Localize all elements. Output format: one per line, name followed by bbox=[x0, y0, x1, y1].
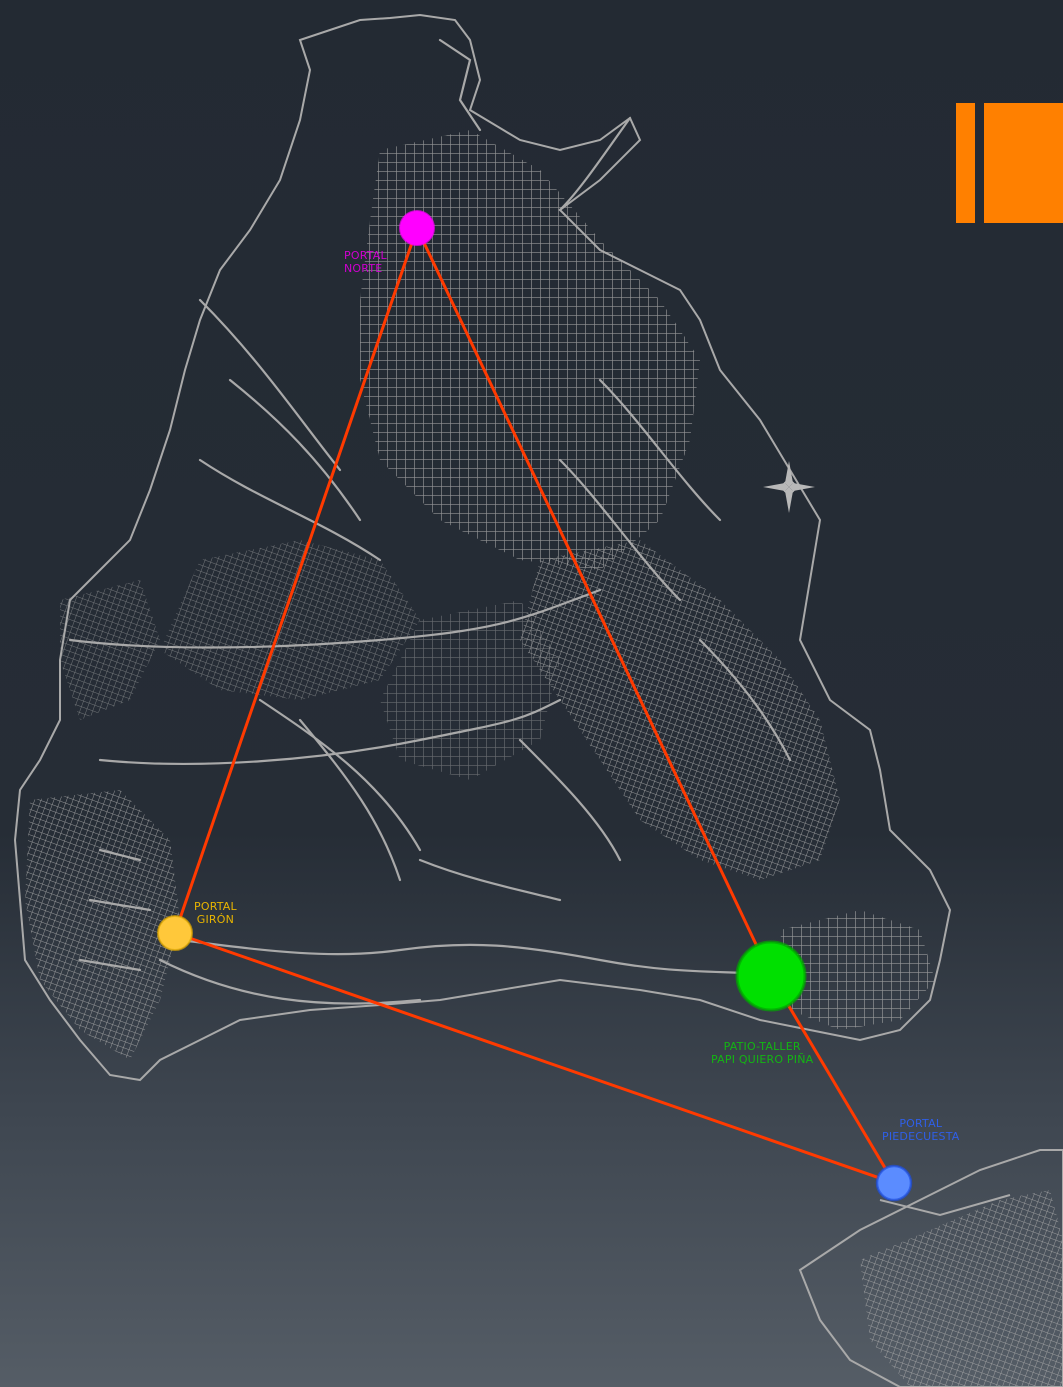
route-patio-piedecuesta bbox=[769, 975, 896, 1184]
route-norte-giron bbox=[173, 227, 419, 934]
roads bbox=[68, 38, 792, 1005]
street-grid bbox=[25, 130, 935, 1060]
station-label-giron: PORTAL GIRÓN bbox=[194, 900, 237, 926]
station-marker-piedecuesta[interactable] bbox=[875, 1164, 913, 1202]
station-label-norte: PORTAL NORTE bbox=[344, 249, 387, 275]
route-lines bbox=[173, 227, 896, 1185]
station-markers bbox=[157, 210, 913, 1202]
station-label-giron-line1: PORTAL bbox=[194, 900, 237, 913]
route-norte-patio bbox=[415, 227, 773, 977]
station-label-giron-line2: GIRÓN bbox=[196, 913, 235, 926]
station-label-patio-line2: PAPI QUIERO PIÑA bbox=[711, 1053, 814, 1066]
urban-area bbox=[13, 13, 952, 1082]
compass-rose-icon bbox=[763, 461, 815, 513]
station-marker-patio[interactable] bbox=[735, 940, 807, 1012]
station-label-patio: PATIO-TALLER PAPI QUIERO PIÑA bbox=[711, 1040, 813, 1066]
station-label-piedecuesta: PORTAL PIEDECUESTA bbox=[882, 1117, 960, 1143]
station-marker-giron[interactable] bbox=[157, 915, 193, 951]
accent-bar-wide bbox=[984, 103, 1063, 223]
station-marker-norte[interactable] bbox=[399, 210, 435, 246]
piedecuesta-area bbox=[798, 1149, 1063, 1387]
station-label-norte-line2: NORTE bbox=[344, 262, 383, 275]
station-label-norte-line1: PORTAL bbox=[344, 249, 387, 262]
station-label-piedecuesta-line2: PIEDECUESTA bbox=[882, 1130, 960, 1143]
station-label-piedecuesta-line1: PORTAL bbox=[899, 1117, 943, 1130]
route-giron-piedecuesta bbox=[174, 931, 895, 1185]
accent-bar-thin bbox=[956, 103, 975, 223]
station-label-patio-line1: PATIO-TALLER bbox=[723, 1040, 801, 1053]
